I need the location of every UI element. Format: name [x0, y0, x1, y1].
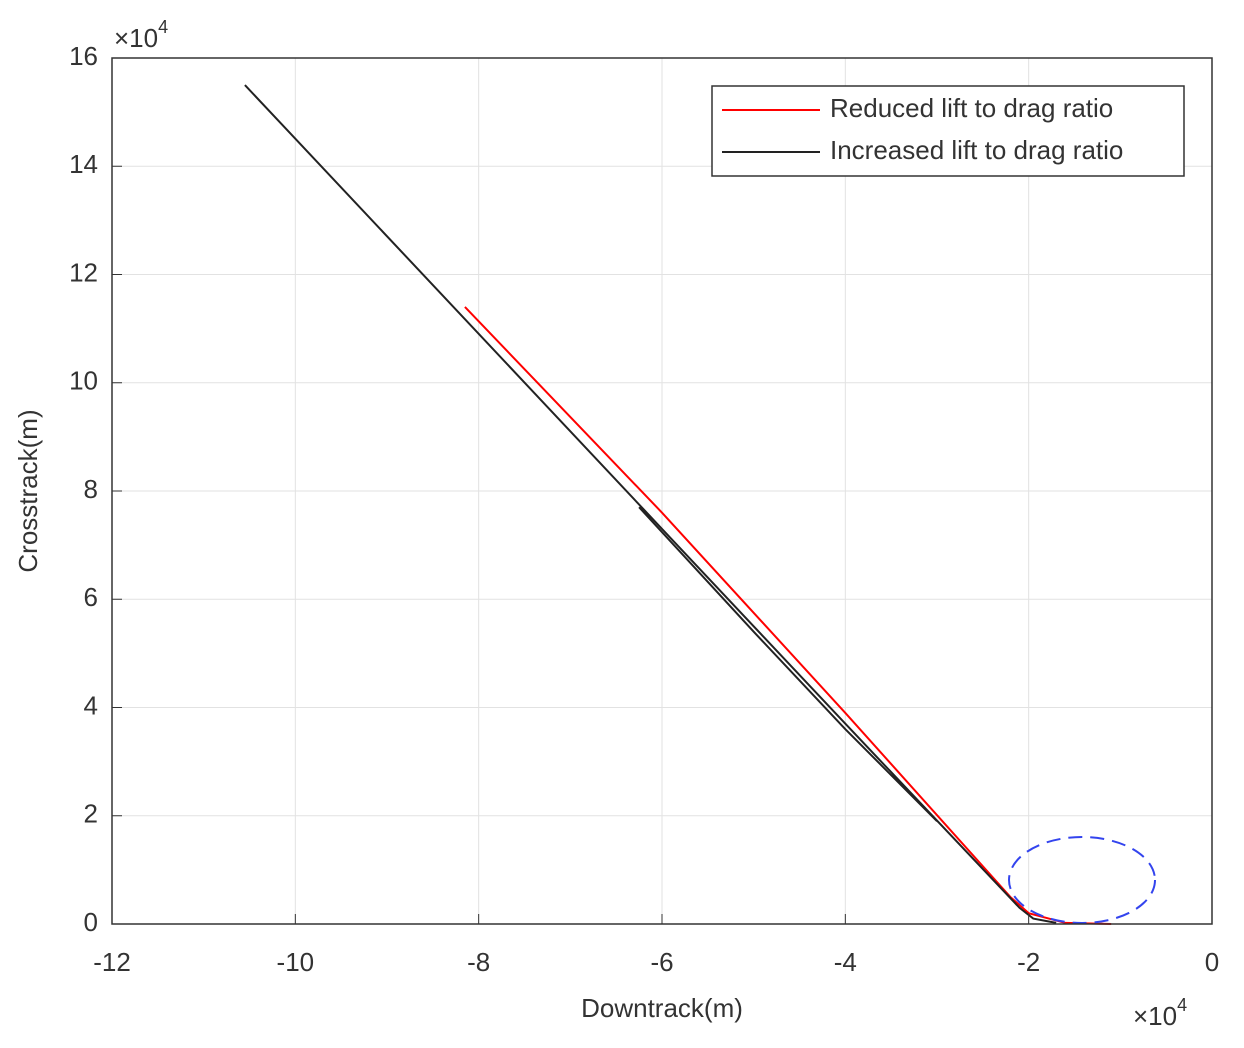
- legend-label: Increased lift to drag ratio: [830, 135, 1123, 165]
- x-axis-label: Downtrack(m): [581, 993, 743, 1023]
- x-tick-label: -8: [467, 947, 490, 977]
- x-tick-label: -6: [650, 947, 673, 977]
- legend-box: [711, 85, 1185, 177]
- y-multiplier: ×104: [114, 17, 168, 53]
- x-tick-label: 0: [1205, 947, 1219, 977]
- x-multiplier-exponent: 4: [1177, 995, 1187, 1015]
- y-tick-label: 12: [69, 257, 98, 287]
- y-multiplier-base: ×10: [114, 23, 158, 53]
- x-tick-label: -2: [1017, 947, 1040, 977]
- y-tick-label: 0: [84, 907, 98, 937]
- legend-label: Reduced lift to drag ratio: [830, 93, 1113, 123]
- x-tick-label: -4: [834, 947, 857, 977]
- y-axis-label: Crosstrack(m): [13, 409, 43, 572]
- series-line: [244, 84, 1057, 924]
- y-tick-label: 4: [84, 690, 98, 720]
- x-tick-label: -12: [93, 947, 131, 977]
- y-tick-label: 14: [69, 149, 98, 179]
- x-multiplier: ×104: [1133, 995, 1187, 1031]
- y-tick-label: 6: [84, 582, 98, 612]
- x-multiplier-base: ×10: [1133, 1001, 1177, 1031]
- y-tick-label: 8: [84, 474, 98, 504]
- y-tick-label: 10: [69, 366, 98, 396]
- y-tick-label: 2: [84, 799, 98, 829]
- y-multiplier-exponent: 4: [158, 17, 168, 37]
- x-tick-label: -10: [277, 947, 315, 977]
- y-tick-label: 16: [69, 41, 98, 71]
- highlight-ellipse: [1008, 836, 1156, 924]
